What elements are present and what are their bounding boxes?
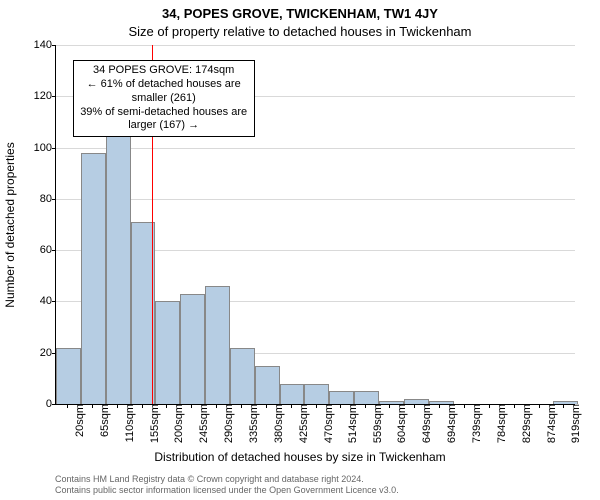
ytick-mark bbox=[52, 301, 56, 302]
xtick-label: 784sqm bbox=[494, 404, 508, 443]
xtick-mark bbox=[241, 404, 242, 408]
histogram-bar bbox=[354, 391, 379, 404]
title-main: 34, POPES GROVE, TWICKENHAM, TW1 4JY bbox=[0, 6, 600, 21]
y-axis-label: Number of detached properties bbox=[3, 142, 17, 307]
plot-area: 02040608010012014020sqm65sqm110sqm155sqm… bbox=[55, 45, 575, 405]
xtick-mark bbox=[340, 404, 341, 408]
annotation-line-3: 39% of semi-detached houses are larger (… bbox=[80, 106, 248, 134]
xtick-label: 604sqm bbox=[394, 404, 408, 443]
xtick-label: 739sqm bbox=[469, 404, 483, 443]
xtick-mark bbox=[216, 404, 217, 408]
ytick-label: 60 bbox=[40, 244, 52, 256]
xtick-label: 155sqm bbox=[147, 404, 161, 443]
xtick-label: 919sqm bbox=[568, 404, 582, 443]
gridline bbox=[56, 45, 575, 46]
xtick-label: 559sqm bbox=[370, 404, 384, 443]
xtick-mark bbox=[514, 404, 515, 408]
ytick-label: 100 bbox=[34, 142, 52, 154]
xtick-mark bbox=[166, 404, 167, 408]
xtick-mark bbox=[67, 404, 68, 408]
ytick-label: 80 bbox=[40, 193, 52, 205]
ytick-mark bbox=[52, 199, 56, 200]
annotation-line-1: 34 POPES GROVE: 174sqm bbox=[80, 64, 248, 78]
xtick-mark bbox=[316, 404, 317, 408]
ytick-mark bbox=[52, 148, 56, 149]
title-sub: Size of property relative to detached ho… bbox=[0, 24, 600, 39]
ytick-mark bbox=[52, 250, 56, 251]
xtick-mark bbox=[414, 404, 415, 408]
xtick-label: 290sqm bbox=[221, 404, 235, 443]
annotation-line-2: ← 61% of detached houses are smaller (26… bbox=[80, 78, 248, 106]
xtick-label: 470sqm bbox=[321, 404, 335, 443]
histogram-bar bbox=[230, 348, 255, 404]
ytick-label: 40 bbox=[40, 295, 52, 307]
ytick-label: 140 bbox=[34, 39, 52, 51]
histogram-bar bbox=[56, 348, 81, 404]
xtick-mark bbox=[92, 404, 93, 408]
footer-line-1: Contains HM Land Registry data © Crown c… bbox=[55, 474, 399, 485]
xtick-label: 245sqm bbox=[196, 404, 210, 443]
xtick-label: 694sqm bbox=[444, 404, 458, 443]
histogram-bar bbox=[304, 384, 329, 405]
xtick-mark bbox=[539, 404, 540, 408]
xtick-label: 649sqm bbox=[419, 404, 433, 443]
xtick-mark bbox=[489, 404, 490, 408]
chart-container: 34, POPES GROVE, TWICKENHAM, TW1 4JY Siz… bbox=[0, 0, 600, 500]
xtick-label: 425sqm bbox=[296, 404, 310, 443]
xtick-mark bbox=[389, 404, 390, 408]
xtick-label: 200sqm bbox=[171, 404, 185, 443]
xtick-label: 110sqm bbox=[122, 404, 136, 442]
annotation-box: 34 POPES GROVE: 174sqm← 61% of detached … bbox=[73, 60, 255, 137]
xtick-label: 380sqm bbox=[271, 404, 285, 443]
xtick-label: 20sqm bbox=[72, 404, 86, 437]
footer-line-2: Contains public sector information licen… bbox=[55, 485, 399, 496]
xtick-mark bbox=[266, 404, 267, 408]
ytick-mark bbox=[52, 45, 56, 46]
ytick-mark bbox=[52, 96, 56, 97]
xtick-mark bbox=[291, 404, 292, 408]
histogram-bar bbox=[155, 301, 180, 404]
xtick-mark bbox=[117, 404, 118, 408]
histogram-bar bbox=[106, 127, 131, 404]
xtick-mark bbox=[563, 404, 564, 408]
ytick-mark bbox=[52, 404, 56, 405]
histogram-bar bbox=[81, 153, 106, 404]
histogram-bar bbox=[205, 286, 230, 404]
xtick-mark bbox=[142, 404, 143, 408]
xtick-mark bbox=[439, 404, 440, 408]
histogram-bar bbox=[255, 366, 280, 404]
ytick-label: 120 bbox=[34, 90, 52, 102]
ytick-label: 20 bbox=[40, 347, 52, 359]
xtick-label: 65sqm bbox=[97, 404, 111, 437]
xtick-label: 335sqm bbox=[246, 404, 260, 443]
xtick-mark bbox=[464, 404, 465, 408]
gridline bbox=[56, 199, 575, 200]
histogram-bar bbox=[280, 384, 305, 405]
xtick-label: 874sqm bbox=[544, 404, 558, 443]
xtick-mark bbox=[365, 404, 366, 408]
xtick-label: 514sqm bbox=[345, 404, 359, 443]
histogram-bar bbox=[329, 391, 354, 404]
ytick-label: 0 bbox=[46, 398, 52, 410]
histogram-bar bbox=[180, 294, 205, 404]
xtick-mark bbox=[191, 404, 192, 408]
x-axis-label: Distribution of detached houses by size … bbox=[0, 450, 600, 464]
xtick-label: 829sqm bbox=[519, 404, 533, 443]
footer-attribution: Contains HM Land Registry data © Crown c… bbox=[55, 474, 399, 497]
gridline bbox=[56, 148, 575, 149]
